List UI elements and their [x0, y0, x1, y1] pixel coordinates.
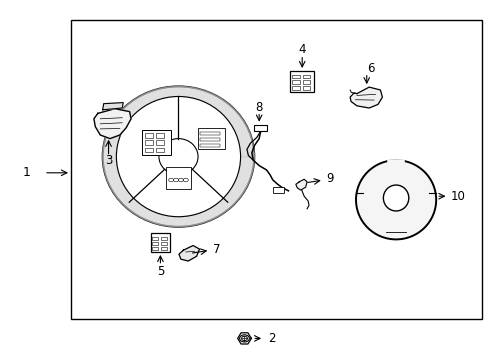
Ellipse shape — [383, 185, 408, 211]
Bar — [292, 80, 299, 84]
Polygon shape — [102, 86, 254, 227]
Bar — [156, 148, 164, 152]
Text: 3: 3 — [104, 154, 112, 167]
Bar — [161, 242, 166, 245]
Text: 2: 2 — [267, 332, 275, 345]
Text: 8: 8 — [255, 101, 263, 114]
Bar — [302, 80, 309, 84]
Bar — [302, 75, 309, 78]
Text: 10: 10 — [450, 190, 465, 203]
Bar — [254, 125, 266, 131]
Text: 5: 5 — [156, 265, 164, 278]
Bar — [272, 187, 283, 193]
Text: 7: 7 — [212, 243, 220, 256]
Text: 1: 1 — [23, 166, 31, 179]
Bar — [156, 133, 164, 138]
Bar — [200, 138, 220, 141]
Bar — [292, 75, 299, 78]
Bar — [156, 140, 164, 145]
Polygon shape — [295, 179, 306, 190]
Bar — [161, 247, 166, 250]
Bar — [150, 233, 170, 252]
Bar — [166, 167, 190, 189]
Bar — [200, 144, 220, 147]
Bar — [152, 237, 158, 240]
Polygon shape — [102, 103, 123, 110]
Bar — [152, 247, 158, 250]
Ellipse shape — [159, 139, 198, 175]
Text: 4: 4 — [298, 43, 305, 56]
Polygon shape — [349, 87, 382, 108]
Bar — [302, 86, 309, 90]
Ellipse shape — [355, 160, 435, 239]
Bar — [144, 133, 152, 138]
Polygon shape — [179, 246, 199, 261]
Bar — [198, 128, 224, 149]
Bar — [200, 132, 220, 135]
Bar — [290, 71, 313, 92]
Bar — [152, 242, 158, 245]
Bar — [144, 148, 152, 152]
Text: 6: 6 — [366, 62, 374, 75]
Polygon shape — [94, 109, 131, 139]
Bar — [292, 86, 299, 90]
Bar — [161, 237, 166, 240]
Text: 9: 9 — [325, 172, 333, 185]
Bar — [144, 140, 152, 145]
Bar — [142, 130, 171, 155]
